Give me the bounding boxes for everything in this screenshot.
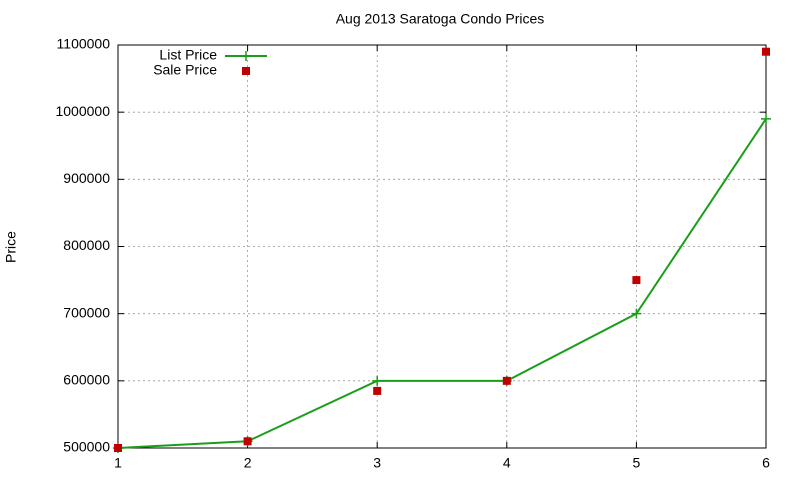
data-point (631, 308, 642, 319)
legend-swatch (241, 51, 251, 61)
x-tick-label: 4 (503, 455, 511, 471)
x-tick-label: 2 (244, 455, 252, 471)
legend-swatch (242, 67, 250, 75)
y-tick-label: 1100000 (57, 36, 111, 52)
y-tick-label: 1000000 (55, 103, 110, 119)
data-point (502, 376, 511, 385)
y-tick-label: 700000 (63, 304, 110, 320)
legend-label: List Price (159, 47, 217, 63)
legend-label: Sale Price (153, 62, 217, 78)
x-tick-label: 3 (373, 455, 381, 471)
data-point (243, 437, 252, 446)
plot-frame (117, 44, 767, 449)
series-line (117, 118, 767, 449)
data-point (114, 444, 122, 452)
x-tick-label: 5 (633, 455, 641, 471)
data-point (372, 375, 383, 386)
x-tick-label: 6 (762, 455, 770, 471)
data-point (373, 386, 382, 395)
y-tick-label: 900000 (63, 170, 110, 186)
x-tick-label: 1 (114, 455, 122, 471)
y-tick-label: 800000 (63, 237, 110, 253)
y-tick-label: 500000 (63, 439, 110, 455)
chart-title: Aug 2013 Saratoga Condo Prices (336, 11, 545, 27)
y-tick-label: 600000 (63, 372, 110, 388)
data-point (761, 113, 771, 124)
data-point (632, 276, 641, 285)
data-point (762, 47, 770, 56)
y-axis-label: Price (3, 231, 19, 263)
